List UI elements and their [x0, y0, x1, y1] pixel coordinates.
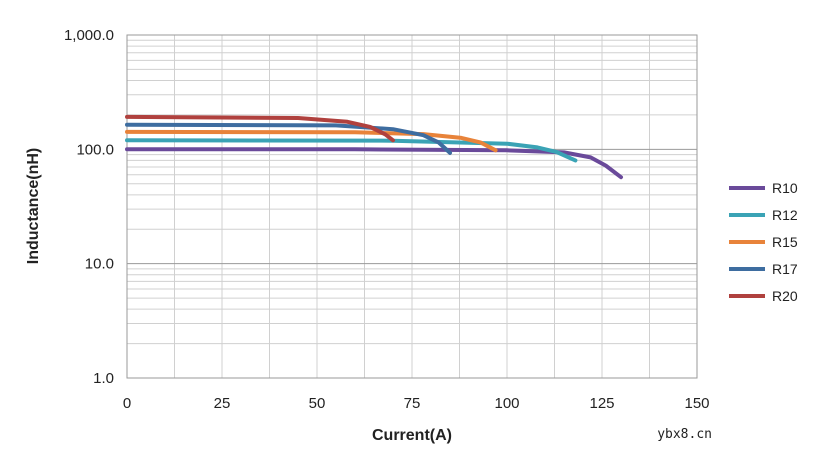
x-tick-label: 125	[589, 395, 614, 412]
legend-label-r15: R15	[772, 234, 798, 250]
x-tick-label: 150	[684, 395, 709, 412]
series-line-r12	[125, 138, 578, 163]
x-axis-title: Current(A)	[372, 427, 452, 444]
x-tick-label: 100	[494, 395, 519, 412]
x-tick-label: 75	[404, 395, 421, 412]
y-tick-label: 1.0	[93, 370, 114, 387]
legend-label-r20: R20	[772, 288, 798, 304]
series-lines	[125, 114, 623, 180]
y-tick-label: 1,000.0	[64, 27, 114, 44]
y-axis-title: Inductance(nH)	[25, 148, 42, 264]
watermark-text: ybx8.cn	[657, 427, 712, 442]
x-tick-label: 25	[214, 395, 231, 412]
x-axis-ticks: 0 25 50 75 100 125 150	[123, 395, 710, 412]
y-tick-label: 100.0	[76, 141, 114, 158]
x-tick-label: 0	[123, 395, 131, 412]
y-tick-label: 10.0	[85, 256, 114, 273]
x-tick-label: 50	[309, 395, 326, 412]
legend-label-r17: R17	[772, 261, 798, 277]
series-line-r17	[125, 122, 452, 155]
plot-grid	[127, 35, 697, 378]
legend: R10 R12 R15 R17 R20	[729, 180, 798, 304]
series-line-r10	[125, 147, 623, 180]
legend-label-r12: R12	[772, 207, 798, 223]
series-line-r20	[125, 114, 395, 143]
y-axis-ticks: 1.0 10.0 100.0 1,000.0	[64, 27, 114, 387]
plot-area-border	[126, 34, 698, 379]
series-line-r15	[125, 129, 498, 153]
legend-label-r10: R10	[772, 180, 798, 196]
